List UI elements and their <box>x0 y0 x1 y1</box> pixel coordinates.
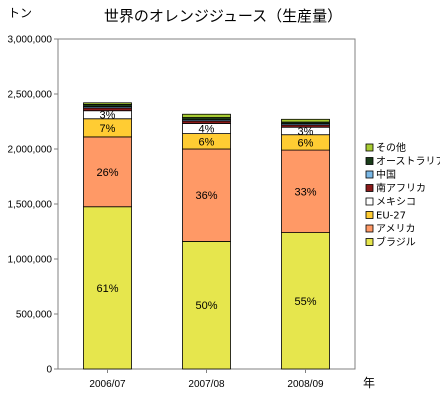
x-tick-label: 2006/07 <box>89 379 126 390</box>
legend-swatch <box>365 224 374 233</box>
bar-segment <box>83 206 132 370</box>
bar-segment <box>83 136 132 208</box>
bar-segment <box>182 113 231 118</box>
legend-label: アメリカ <box>376 223 416 235</box>
legend-label: ブラジル <box>376 236 416 249</box>
bar-segment <box>281 149 330 234</box>
legend-label: オーストラリア <box>376 156 440 168</box>
y-tick-label: 2,000,000 <box>8 145 53 156</box>
data-label: 6% <box>199 136 215 148</box>
data-label: 3% <box>100 110 116 122</box>
legend-swatch <box>365 157 374 165</box>
y-tick-label: 500,000 <box>16 310 53 321</box>
data-label: 55% <box>294 296 316 308</box>
chart-title: 世界のオレンジジュース（生産量） <box>104 7 342 25</box>
legend-swatch <box>365 170 374 179</box>
x-tick-label: 2008/09 <box>287 379 324 390</box>
legend-swatch <box>365 197 374 206</box>
data-label: 6% <box>298 137 314 149</box>
y-axis: 0 500,000 1,000,000 1,500,000 2,000,000 2,500… <box>8 35 58 376</box>
y-tick-label: 0 <box>46 365 52 376</box>
legend-label: その他 <box>376 141 406 154</box>
legend-swatch <box>365 238 374 246</box>
legend-label: 南アフリカ <box>376 182 426 195</box>
bar-segment <box>281 118 330 123</box>
legend-swatch <box>365 184 374 192</box>
data-label: 33% <box>294 186 316 198</box>
legend-label: EU-27 <box>376 211 406 222</box>
bar-segment <box>83 107 132 112</box>
legend-label: メキシコ <box>376 197 416 208</box>
data-label: 4% <box>199 124 215 136</box>
data-label: 7% <box>100 123 116 135</box>
bar-series: 61%26%7%3%50%36%6%4%55%33%6%3% <box>83 102 330 370</box>
y-tick-label: 1,500,000 <box>8 200 53 211</box>
x-axis: 2006/07 2007/08 2008/09 <box>89 369 324 390</box>
bar-segment <box>182 148 231 242</box>
x-tick-label: 2007/08 <box>188 379 225 390</box>
legend-swatch <box>365 211 374 219</box>
data-label: 50% <box>195 300 217 312</box>
bar-segment <box>83 102 132 105</box>
y-axis-unit-label: トン <box>8 6 32 20</box>
x-axis-unit-label: 年 <box>363 376 375 390</box>
bar-segment <box>182 240 231 370</box>
legend-swatch <box>365 143 374 152</box>
y-tick-label: 3,000,000 <box>8 35 53 46</box>
data-label: 36% <box>195 190 217 202</box>
data-label: 61% <box>96 283 118 295</box>
legend-label: 中国 <box>376 168 396 181</box>
data-label: 26% <box>96 167 118 179</box>
data-label: 3% <box>298 126 314 138</box>
y-tick-label: 1,000,000 <box>8 255 53 266</box>
y-tick-label: 2,500,000 <box>8 90 53 101</box>
